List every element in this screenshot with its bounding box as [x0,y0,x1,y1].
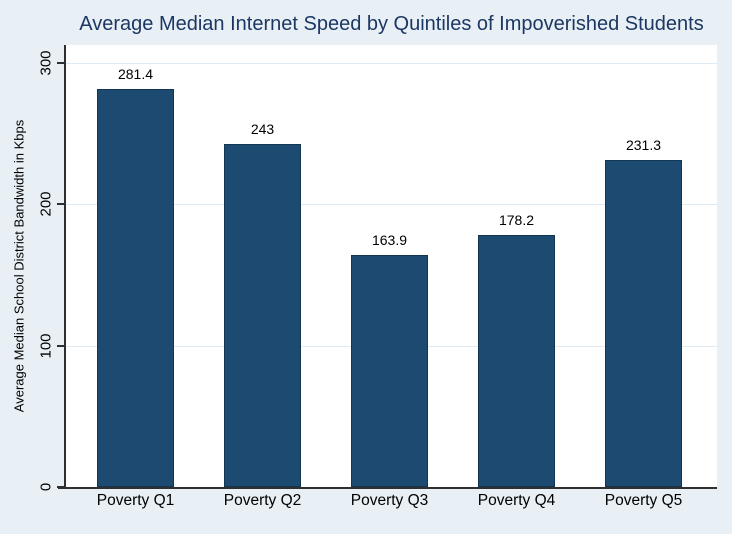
bar-value-label: 281.4 [117,66,154,82]
y-tick-mark [57,486,64,488]
y-tick-mark [57,62,64,64]
y-tick-label: 200 [37,191,55,217]
y-tick-mark [57,344,64,347]
y-axis-line [64,45,66,489]
y-axis-title: Average Median School District Bandwidth… [11,119,27,413]
x-tick-label: Poverty Q1 [96,492,175,509]
bar [97,89,174,487]
chart-title: Average Median Internet Speed by Quintil… [79,13,704,35]
x-tick-label: Poverty Q4 [477,492,556,509]
bar-value-label: 178.2 [498,212,535,228]
x-tick-label: Poverty Q3 [350,492,429,509]
y-tick-label: 100 [37,333,55,359]
x-axis-line [58,487,717,489]
x-tick-label: Poverty Q2 [223,492,302,509]
bar [224,144,301,487]
y-tick-mark [57,203,64,206]
bar-value-label: 231.3 [625,137,662,153]
y-tick-label: 0 [37,482,55,492]
bar [351,255,428,487]
y-tick-label: 300 [37,50,55,76]
plot-area: 281.4 243 163.9 178.2 231.3 [66,45,717,487]
bar-value-label: 163.9 [371,232,408,248]
bar [478,235,555,487]
x-tick-label: Poverty Q5 [604,492,683,509]
bar-value-label: 243 [250,121,275,137]
gridline [66,204,717,206]
gridline [66,63,717,64]
bar [605,160,682,487]
